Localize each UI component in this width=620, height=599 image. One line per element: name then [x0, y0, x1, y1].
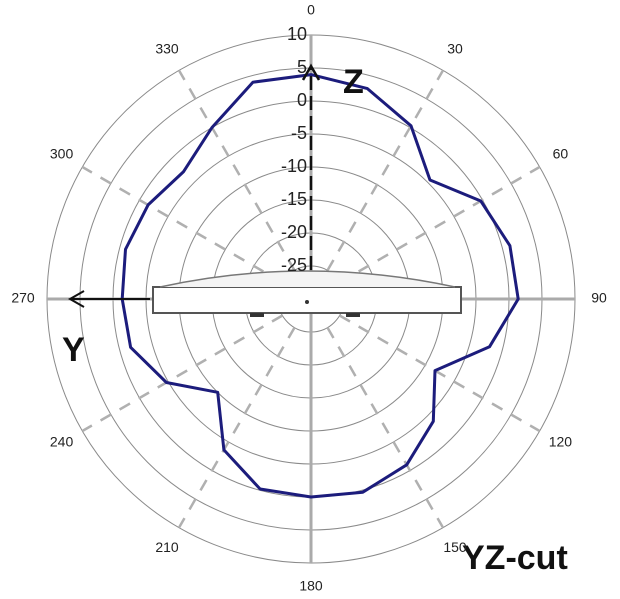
antenna-dome — [160, 271, 455, 287]
r-tick-label: 5 — [297, 57, 307, 77]
z-label: Z — [343, 63, 364, 101]
r-tick-label: -10 — [281, 156, 307, 176]
antenna-foot — [346, 313, 360, 317]
angle-tick-label: 240 — [50, 434, 74, 450]
angle-grid-line — [82, 316, 282, 432]
r-tick-label: -15 — [281, 189, 307, 209]
angle-tick-label: 0 — [307, 2, 315, 18]
angle-grid-line — [340, 316, 540, 432]
angle-grid-line — [179, 328, 295, 528]
antenna-drawing — [153, 271, 461, 317]
r-tick-label: 10 — [287, 24, 307, 44]
antenna-center — [305, 300, 309, 304]
angle-tick-label: 90 — [591, 290, 607, 306]
r-tick-label: -5 — [291, 123, 307, 143]
chart: Z Y YZ-cut 10 5 0 -5 -10 -15 -20 -25 0 30 60 90 120 1… — [0, 0, 620, 599]
antenna-foot — [250, 313, 264, 317]
angle-tick-label: 210 — [155, 539, 179, 555]
r-tick-label: -20 — [281, 222, 307, 242]
angle-tick-label: 330 — [155, 40, 179, 56]
angle-tick-label: 60 — [553, 146, 569, 162]
angle-tick-label: 180 — [299, 578, 323, 594]
angle-grid-line — [328, 328, 444, 528]
angle-tick-label: 30 — [447, 40, 463, 56]
r-tick-label: -25 — [281, 255, 307, 275]
angle-grid-line — [82, 167, 282, 283]
r-tick-label: 0 — [297, 90, 307, 110]
angle-tick-label: 300 — [50, 146, 74, 162]
angle-tick-label: 150 — [443, 539, 467, 555]
cut-label: YZ-cut — [462, 539, 568, 577]
angle-tick-label: 270 — [11, 290, 35, 306]
angle-tick-label: 120 — [549, 434, 573, 450]
y-label: Y — [62, 331, 85, 369]
